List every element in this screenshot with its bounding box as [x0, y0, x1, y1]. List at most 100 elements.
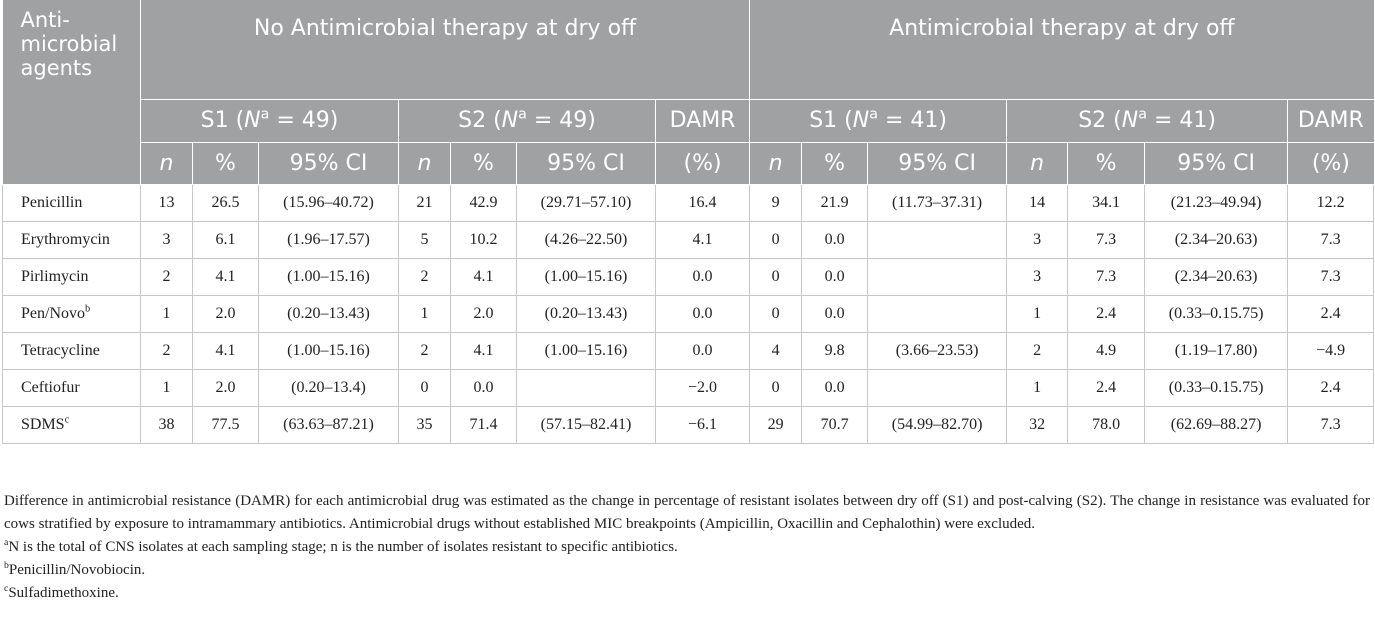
value-cell: (1.00–15.16)	[258, 258, 399, 296]
col-pct: %	[801, 142, 869, 185]
table-row: SDMSc 38 77.5 (63.63–87.21) 35 71.4 (57.15–82.…	[2, 406, 1375, 444]
table-row: Ceftiofur 1 2.0 (0.20–13.4) 0 0.0 −2.0 0 0.0 1 2.4…	[2, 369, 1375, 407]
col-ci: 95% CI	[1144, 142, 1289, 185]
value-cell: (54.99–82.70)	[867, 406, 1008, 444]
value-cell: 13	[140, 183, 193, 222]
value-cell: 2.0	[192, 295, 259, 333]
value-cell: 4	[749, 332, 803, 370]
value-cell: 4.1	[192, 332, 259, 370]
value-cell: (0.20–13.43)	[258, 295, 399, 333]
col-n: n	[749, 142, 803, 185]
value-cell: (2.34–20.63)	[1144, 221, 1289, 259]
value-cell: 14	[1006, 183, 1069, 222]
value-cell: 9	[749, 183, 803, 222]
col-n: n	[140, 142, 193, 185]
value-cell: 16.4	[655, 183, 751, 222]
value-cell: 3	[140, 221, 193, 259]
value-cell: 1	[1006, 295, 1069, 333]
value-cell: (15.96–40.72)	[258, 183, 399, 222]
value-cell: (0.33–0.15.75)	[1144, 369, 1289, 407]
value-cell: 4.1	[450, 332, 517, 370]
value-cell: 9.8	[801, 332, 869, 370]
value-cell: 6.1	[192, 221, 259, 259]
value-cell: −2.0	[655, 369, 751, 407]
table-row: Erythromycin 3 6.1 (1.96–17.57) 5 10.2 (4.26–2…	[2, 221, 1375, 259]
value-cell: (57.15–82.41)	[516, 406, 656, 444]
footnote-a: aN is the total of CNS isolates at each …	[4, 537, 678, 555]
value-cell: 0.0	[655, 258, 751, 296]
therapy-s2-header: S2 (Na = 41)	[1006, 99, 1289, 143]
value-cell: 0.0	[801, 258, 869, 296]
value-cell: 35	[398, 406, 451, 444]
value-cell: 38	[140, 406, 193, 444]
col-n: n	[398, 142, 451, 185]
value-cell	[867, 295, 1008, 333]
agent-name-cell: Pen/Novob	[2, 295, 141, 333]
value-cell: (1.00–15.16)	[516, 258, 656, 296]
value-cell: (2.34–20.63)	[1144, 258, 1289, 296]
value-cell: 1	[140, 295, 193, 333]
value-cell	[867, 369, 1008, 407]
value-cell: 2	[140, 258, 193, 296]
value-cell: (0.20–13.43)	[516, 295, 656, 333]
value-cell: 0.0	[801, 369, 869, 407]
value-cell: (3.66–23.53)	[867, 332, 1008, 370]
value-cell: 0	[398, 369, 451, 407]
group-header-therapy: Antimicrobial therapy at dry off	[749, 0, 1374, 100]
value-cell	[867, 258, 1008, 296]
value-cell: 7.3	[1287, 406, 1375, 444]
value-cell: 32	[1006, 406, 1069, 444]
agent-name-cell: Ceftiofur	[2, 369, 141, 407]
value-cell: 29	[749, 406, 803, 444]
value-cell: 0	[749, 221, 803, 259]
value-cell: (11.73–37.31)	[867, 183, 1008, 222]
agent-name-cell: Erythromycin	[2, 221, 141, 259]
value-cell: −4.9	[1287, 332, 1375, 370]
value-cell: (0.33–0.15.75)	[1144, 295, 1289, 333]
value-cell: 4.1	[450, 258, 517, 296]
value-cell: (4.26–22.50)	[516, 221, 656, 259]
value-cell: (21.23–49.94)	[1144, 183, 1289, 222]
value-cell: (29.71–57.10)	[516, 183, 656, 222]
agent-column-header: Anti-microbial agents	[2, 0, 141, 185]
footnote-main: Difference in antimicrobial resistance (…	[4, 493, 1370, 532]
therapy-damr-header: DAMR	[1287, 99, 1374, 143]
value-cell: 2.4	[1067, 295, 1146, 333]
value-cell: 1	[1006, 369, 1069, 407]
no-therapy-s1-header: S1 (Na = 49)	[140, 99, 399, 143]
value-cell: 2.4	[1067, 369, 1146, 407]
value-cell: 2.4	[1287, 295, 1375, 333]
resistance-table: Anti-microbial agents No Antimicrobial t…	[2, 0, 1375, 444]
value-cell: (0.20–13.4)	[258, 369, 399, 407]
value-cell: 21.9	[801, 183, 869, 222]
col-pct: %	[1067, 142, 1146, 185]
value-cell: 5	[398, 221, 451, 259]
agent-name-cell: SDMSc	[2, 406, 141, 444]
col-n: n	[1006, 142, 1069, 185]
col-pct: %	[450, 142, 517, 185]
value-cell: (62.69–88.27)	[1144, 406, 1289, 444]
col-ci: 95% CI	[258, 142, 399, 185]
value-cell: 4.1	[192, 258, 259, 296]
value-cell: 1	[398, 295, 451, 333]
no-therapy-s2-header: S2 (Na = 49)	[398, 99, 656, 143]
value-cell: (1.96–17.57)	[258, 221, 399, 259]
col-pct: %	[192, 142, 259, 185]
table-body: Penicillin 13 26.5 (15.96–40.72) 21 42.9 (29.7…	[2, 183, 1375, 444]
value-cell: 2	[1006, 332, 1069, 370]
value-cell: 42.9	[450, 183, 517, 222]
value-cell: 0	[749, 369, 803, 407]
table-footnotes: Difference in antimicrobial resistance (…	[4, 490, 1370, 605]
value-cell: 3	[1006, 258, 1069, 296]
value-cell: 2	[140, 332, 193, 370]
value-cell: 1	[140, 369, 193, 407]
no-therapy-damr-header: DAMR	[655, 99, 751, 143]
value-cell: 2.0	[450, 295, 517, 333]
table-row: Penicillin 13 26.5 (15.96–40.72) 21 42.9 (29.7…	[2, 183, 1375, 222]
value-cell: 21	[398, 183, 451, 222]
value-cell: 71.4	[450, 406, 517, 444]
col-damr-unit: (%)	[1287, 142, 1374, 185]
value-cell	[516, 369, 656, 407]
value-cell: 7.3	[1287, 221, 1375, 259]
agent-name-cell: Penicillin	[2, 183, 141, 222]
